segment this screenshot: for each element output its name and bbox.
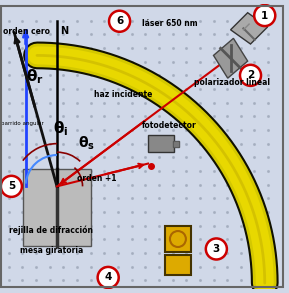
Bar — [165, 255, 191, 275]
Text: 3: 3 — [213, 244, 220, 254]
Text: $\mathbf{\theta_r}$: $\mathbf{\theta_r}$ — [26, 67, 43, 86]
Bar — [148, 135, 174, 152]
Circle shape — [109, 11, 130, 32]
Circle shape — [98, 267, 119, 288]
Text: mesa giratoria: mesa giratoria — [20, 246, 83, 255]
Bar — [23, 169, 91, 246]
Text: orden +1: orden +1 — [77, 174, 116, 183]
Text: láser 650 nm: láser 650 nm — [142, 18, 198, 28]
Text: polarizador lineal: polarizador lineal — [194, 78, 270, 87]
Bar — [165, 226, 191, 252]
Polygon shape — [231, 13, 268, 44]
Text: 4: 4 — [105, 272, 112, 282]
Text: barrido angular: barrido angular — [1, 121, 44, 126]
Circle shape — [254, 5, 275, 26]
Text: 2: 2 — [247, 70, 254, 80]
Text: 5: 5 — [8, 181, 15, 191]
Text: fotodetector: fotodetector — [142, 121, 197, 130]
Text: N: N — [60, 26, 68, 36]
Circle shape — [206, 239, 227, 260]
Polygon shape — [214, 38, 248, 78]
Text: $\mathbf{\theta_s}$: $\mathbf{\theta_s}$ — [78, 135, 95, 152]
Text: 6: 6 — [116, 16, 123, 26]
Text: 1: 1 — [261, 11, 268, 21]
Text: orden cero: orden cero — [3, 27, 50, 36]
Text: haz incidente: haz incidente — [94, 90, 152, 99]
Circle shape — [1, 176, 22, 197]
Text: rejilla de difracción: rejilla de difracción — [9, 226, 92, 235]
Circle shape — [240, 65, 261, 86]
Text: $\mathbf{\theta_i}$: $\mathbf{\theta_i}$ — [53, 120, 68, 138]
